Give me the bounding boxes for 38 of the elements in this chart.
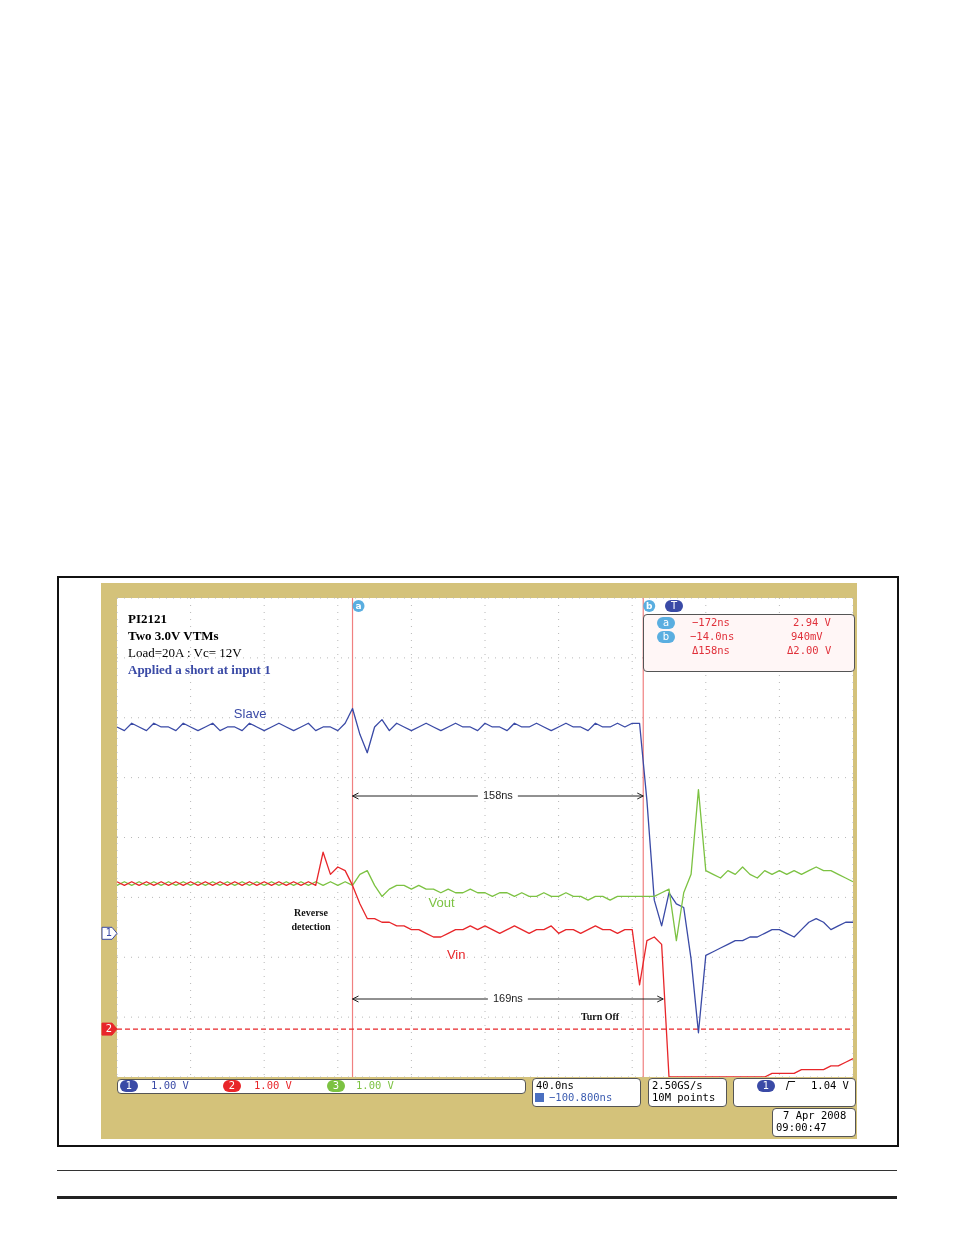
series-label: Vout — [428, 894, 455, 910]
text: b — [657, 631, 675, 643]
text: 2.50GS/s — [652, 1079, 703, 1091]
text: 7 Apr 2008 — [783, 1109, 847, 1121]
text: Load=20A : Vc= 12V — [128, 645, 242, 661]
text: 2.94 V — [793, 616, 831, 628]
annotation: Turn Off — [580, 1010, 620, 1022]
text: 40.0ns — [536, 1079, 574, 1091]
text: 1.00 V — [254, 1079, 292, 1091]
text: −172ns — [692, 616, 730, 628]
text: a — [657, 617, 675, 629]
text: 940mV — [791, 630, 823, 642]
text: 2 — [223, 1080, 241, 1092]
text: Δ158ns — [692, 644, 730, 656]
text: 1.00 V — [356, 1079, 394, 1091]
text: PI2121 — [128, 611, 167, 627]
text: 09:00:47 — [776, 1121, 827, 1133]
text: 1.04 V — [811, 1079, 849, 1091]
series-label: Slave — [233, 706, 267, 722]
annotation: 2 — [105, 1023, 113, 1035]
text: Δ2.00 V — [787, 644, 832, 656]
text: −14.0ns — [690, 630, 735, 642]
text: T — [665, 600, 683, 612]
annotation: Reverse detection — [291, 906, 331, 932]
annotation: 169ns — [492, 992, 524, 1005]
annotation: 1 — [105, 927, 113, 939]
text: Applied a short at input 1 — [128, 662, 271, 678]
annotation: 158ns — [482, 789, 514, 802]
text: 1 — [757, 1080, 775, 1092]
series-label: Vin — [446, 946, 466, 962]
text: Two 3.0V VTMs — [128, 628, 219, 644]
text: b — [646, 600, 654, 611]
text: 10M points — [652, 1091, 716, 1103]
text: 1 — [120, 1080, 138, 1092]
text: −100.800ns — [549, 1091, 613, 1103]
text: 3 — [327, 1080, 345, 1092]
text: a — [355, 600, 362, 611]
text: 1.00 V — [151, 1079, 189, 1091]
